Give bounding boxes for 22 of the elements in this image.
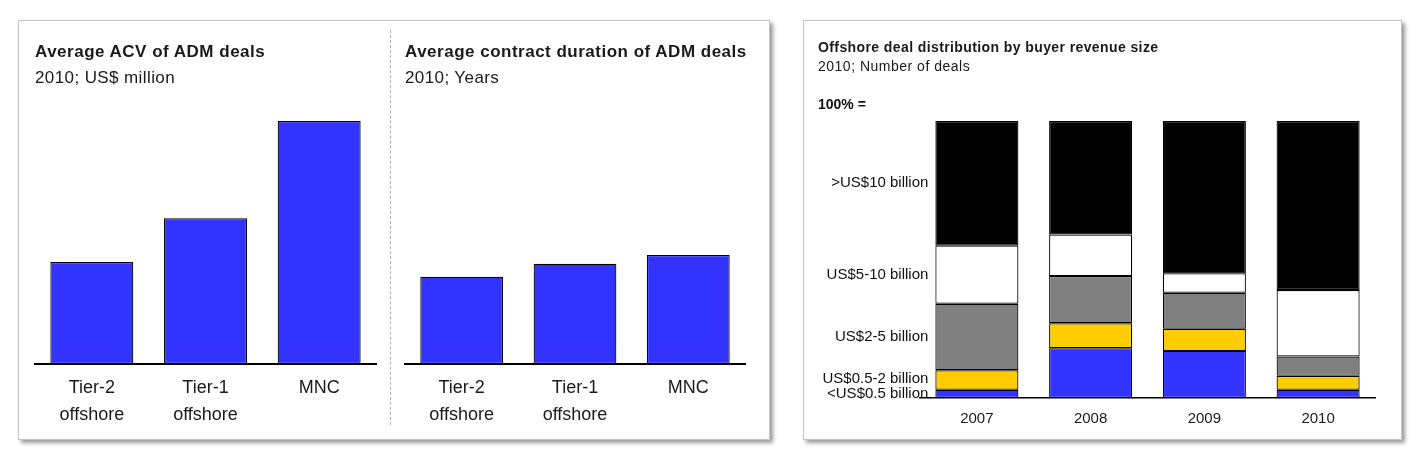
chart-subtitle: 2010; Number of deals: [818, 58, 971, 74]
x-tick-label: Tier-1 offshore: [173, 377, 238, 425]
x-tick-label: Tier-1 offshore: [542, 377, 608, 425]
x-tick-label: MNC: [667, 377, 709, 398]
series-label: <US$0.5 billion: [827, 383, 929, 401]
series-label: US$2-5 billion: [834, 327, 929, 345]
text: 100% =: [818, 95, 866, 112]
series-label: >US$10 billion: [831, 173, 929, 191]
x-tick-label: 2007: [960, 409, 994, 427]
chart-subtitle: 2010; Years: [405, 68, 500, 87]
chart-title: Average ACV of ADM deals: [35, 42, 266, 61]
chart-title: Offshore deal distribution by buyer revenue size: [818, 39, 1159, 55]
x-tick-label: 2009: [1187, 409, 1222, 427]
x-tick-label: Tier-2 offshore: [59, 377, 125, 425]
x-tick-label: MNC: [298, 377, 340, 398]
chart-subtitle: 2010; US$ million: [35, 68, 176, 87]
x-tick-label: Tier-2 offshore: [429, 377, 495, 425]
chart-title: Average contract duration of ADM deals: [405, 42, 747, 61]
series-label: US$5-10 billion: [826, 264, 929, 282]
x-tick-label: 2010: [1301, 409, 1335, 427]
x-tick-label: 2008: [1073, 409, 1108, 427]
series-label: US$0.5-2 billion: [822, 368, 929, 386]
